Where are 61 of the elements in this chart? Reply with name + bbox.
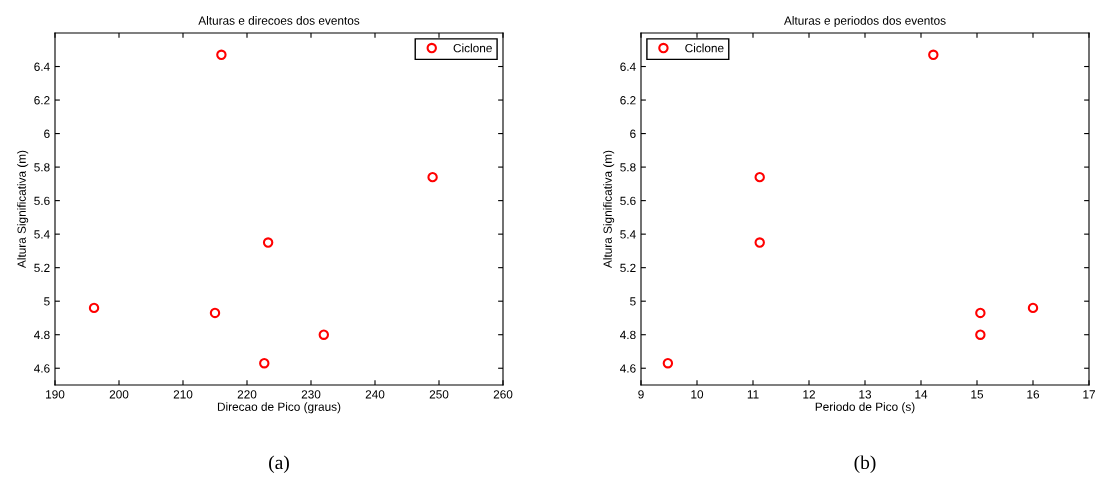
x-tick-label: 220 <box>237 390 257 399</box>
y-tick-label: 6.2 <box>34 96 50 105</box>
y-tick-label: 5.2 <box>34 263 50 273</box>
x-tick-label: 15 <box>971 390 984 399</box>
x-tick-label: 11 <box>747 390 759 399</box>
y-tick-label: 6 <box>630 129 636 138</box>
y-tick-label: 4.6 <box>34 364 50 373</box>
y-axis-title: Altura Significativa (m) <box>603 150 615 269</box>
point <box>262 237 274 248</box>
point <box>662 358 674 369</box>
x-tick-label: 260 <box>493 390 513 399</box>
y-tick-label: 6.2 <box>620 96 636 105</box>
x-tick-label: 250 <box>429 390 449 399</box>
y-axis-title: Altura Significativa (m) <box>17 150 29 269</box>
point <box>259 358 270 369</box>
x-tick-label: 230 <box>301 390 321 399</box>
x-tick-label: 210 <box>173 390 193 399</box>
y-tick-label: 5.8 <box>620 163 636 172</box>
point <box>754 171 765 183</box>
point <box>88 302 100 314</box>
chart-title: Alturas e periodos dos eventos <box>783 16 946 28</box>
x-tick-label: 16 <box>1027 390 1040 399</box>
x-tick-label: 13 <box>859 390 872 399</box>
y-tick-label: 5.4 <box>34 230 50 239</box>
x-axis-title: Direcao de Pico (graus) <box>217 402 341 414</box>
point <box>754 237 765 248</box>
x-tick-label: 200 <box>109 390 129 399</box>
point <box>1027 302 1039 314</box>
point <box>427 171 438 183</box>
y-tick-label: 4.8 <box>34 330 50 340</box>
x-tick-label: 240 <box>365 390 385 399</box>
x-tick-label: 14 <box>915 390 928 399</box>
point <box>928 49 939 60</box>
x-tick-label: 12 <box>803 390 815 399</box>
y-tick-label: 5.4 <box>620 230 636 239</box>
point <box>216 49 227 60</box>
y-tick-label: 6.4 <box>34 62 50 71</box>
y-tick-label: 6 <box>44 129 50 138</box>
point <box>318 329 330 340</box>
x-axis-title: Periodo de Pico (s) <box>815 402 915 414</box>
chart-title: Alturas e direcoes dos eventos <box>198 16 360 25</box>
x-tick-label: 9 <box>638 390 644 399</box>
legend-label: Ciclone <box>453 43 492 53</box>
y-tick-label: 6.4 <box>620 62 636 71</box>
y-tick-label: 5.6 <box>34 196 50 206</box>
x-tick-label: 17 <box>1083 390 1095 399</box>
y-tick-label: 5.2 <box>620 263 636 273</box>
y-tick-label: 5 <box>630 297 636 306</box>
legend-label: Ciclone <box>685 43 724 53</box>
y-tick-label: 5.6 <box>620 196 636 206</box>
point <box>209 307 221 319</box>
x-tick-label: 10 <box>691 390 704 399</box>
point <box>975 307 986 319</box>
y-tick-label: 5 <box>44 297 50 306</box>
text: (a) <box>269 455 289 474</box>
y-tick-label: 5.8 <box>34 163 50 172</box>
text: (b) <box>854 455 876 474</box>
y-tick-label: 4.8 <box>620 330 636 340</box>
x-tick-label: 190 <box>46 390 65 399</box>
point <box>975 329 986 340</box>
y-tick-label: 4.6 <box>620 364 636 373</box>
